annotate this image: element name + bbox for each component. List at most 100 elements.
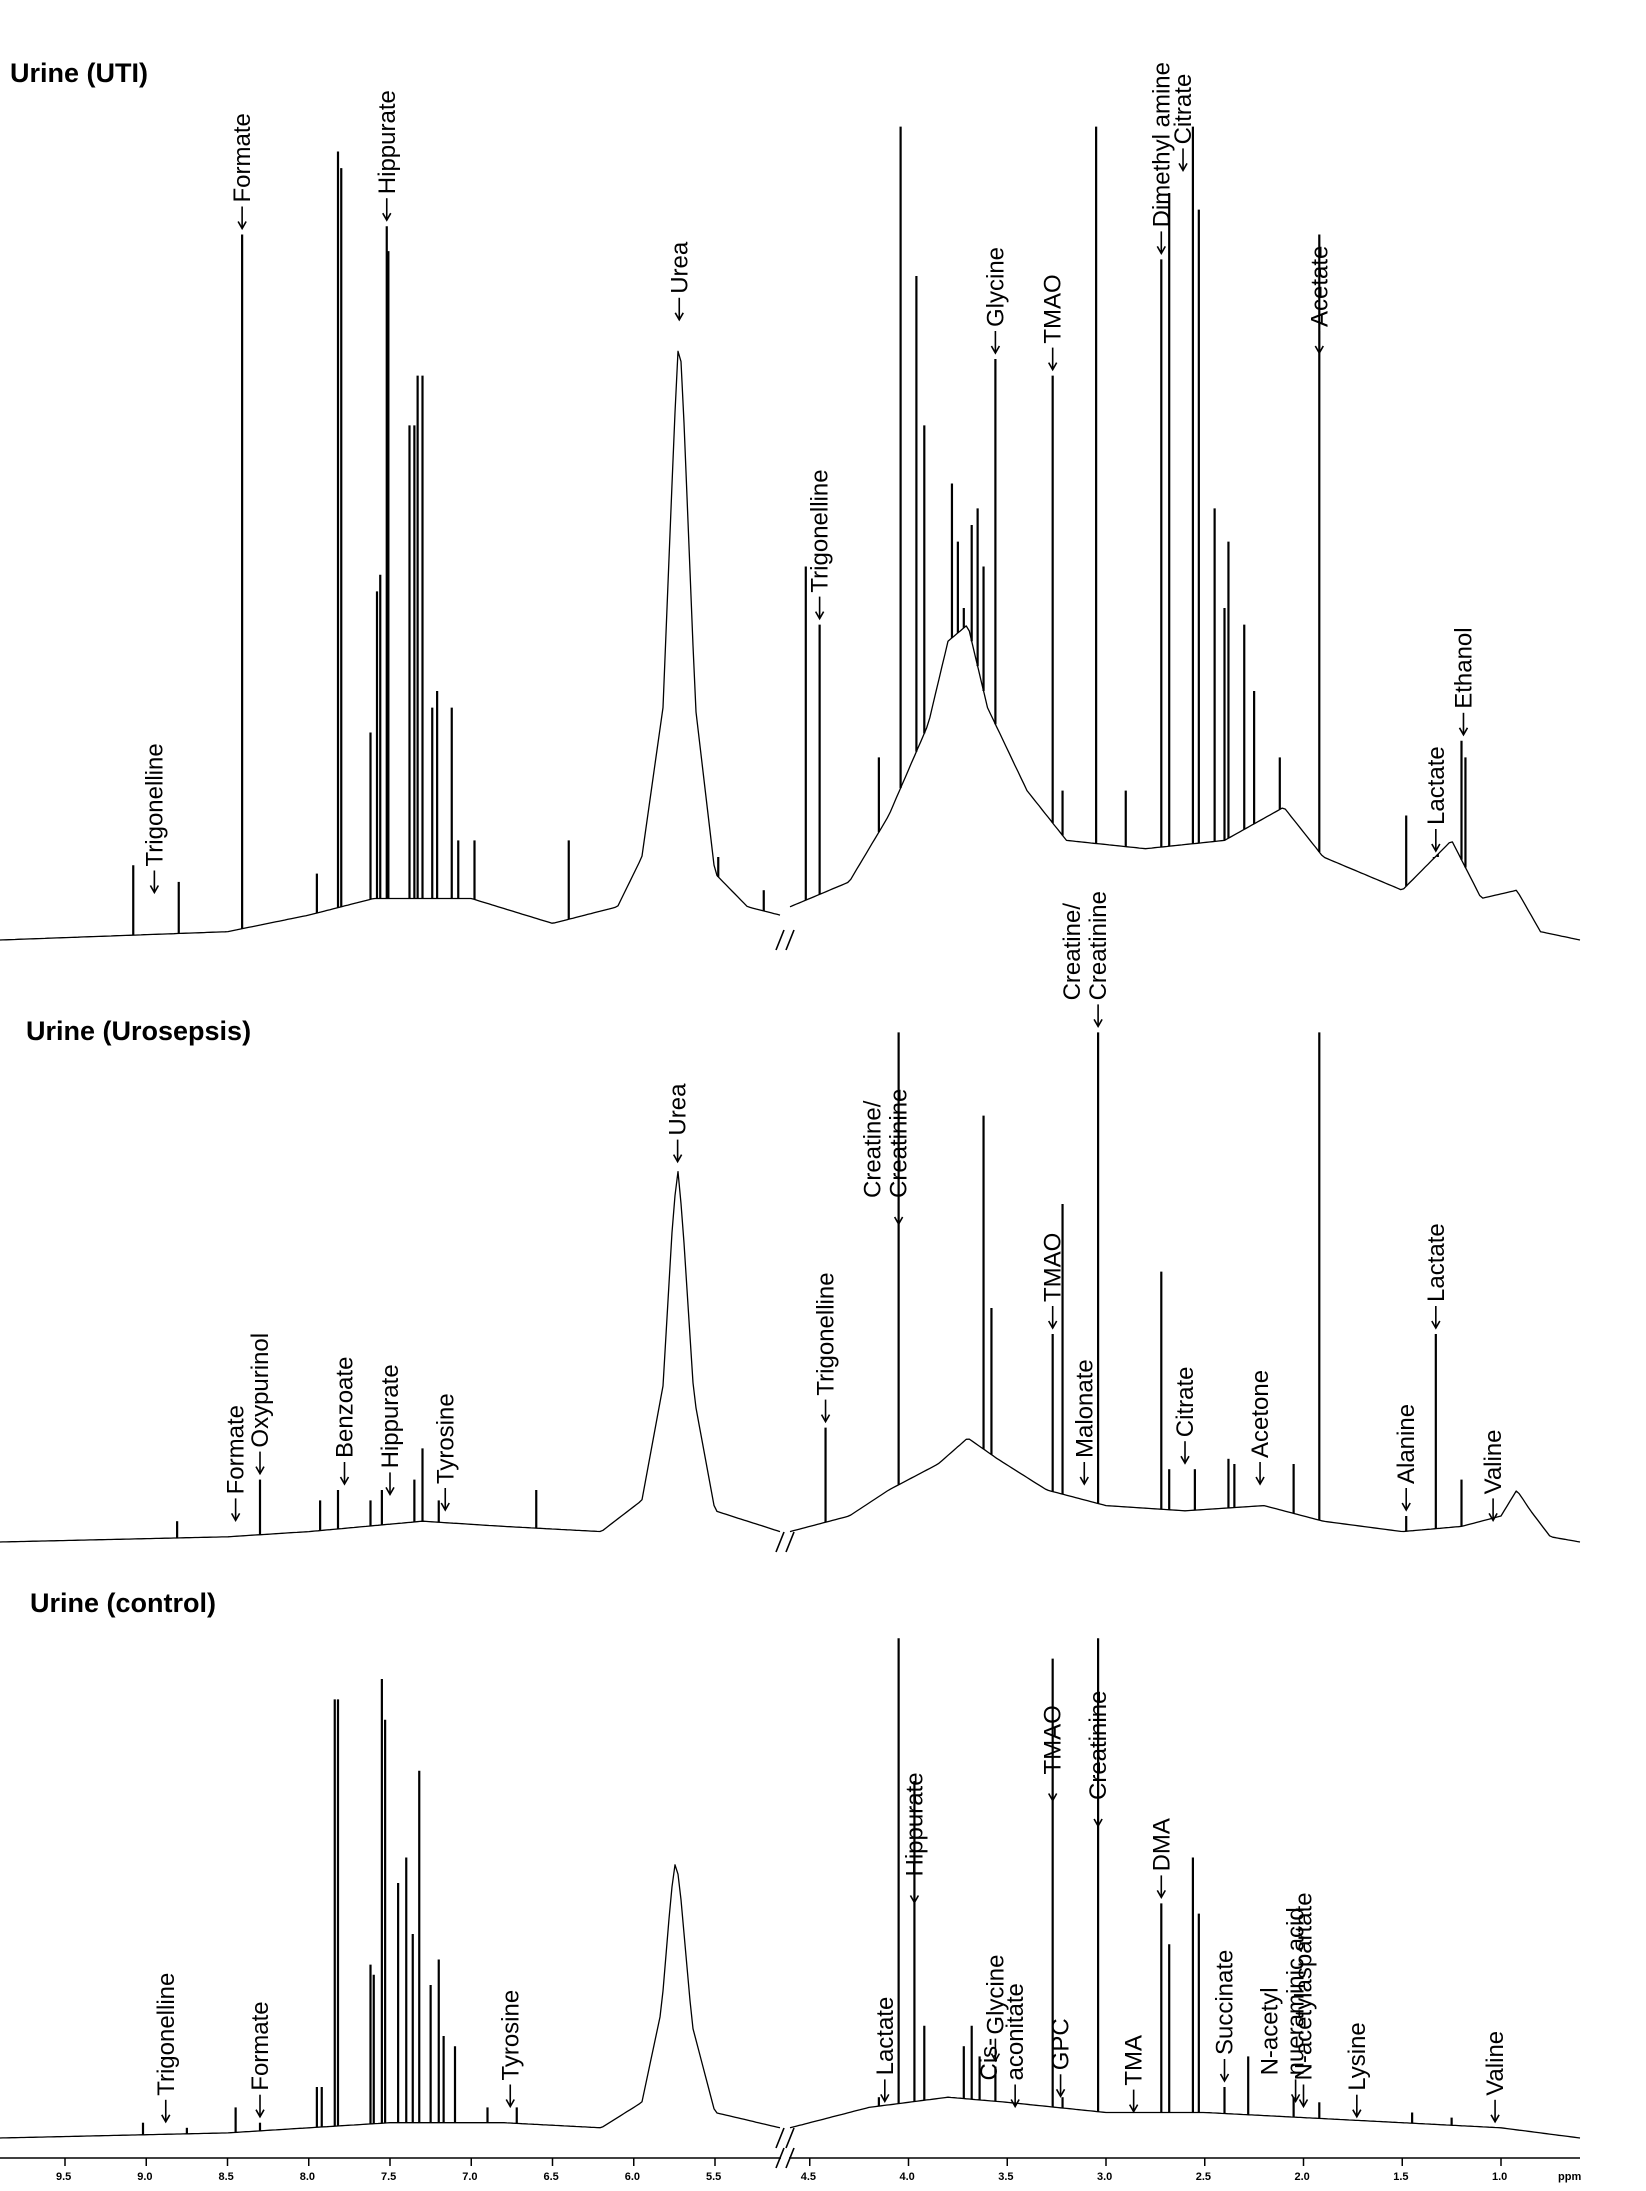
- peak-label: Glycine: [982, 247, 1009, 327]
- peak-label: Acetate: [1306, 246, 1333, 327]
- peak-label: TMAO: [1040, 1233, 1067, 1302]
- peak-label-line: Trigonelline: [813, 1272, 840, 1395]
- panel-title-uti: Urine (UTI): [10, 58, 148, 88]
- peak-label-line: Acetone: [1247, 1370, 1274, 1458]
- peak-label: N-acetylaspartate: [1291, 1892, 1318, 2080]
- peak-label: Valine: [1480, 1429, 1507, 1494]
- axis-tick-label: 1.0: [1492, 2171, 1507, 2183]
- spectrum-trace-segment-2: [789, 2096, 1581, 2139]
- label-arrowhead: [1298, 2099, 1309, 2109]
- axis-tick-label: 7.5: [381, 2171, 396, 2183]
- label-arrowhead: [1352, 2109, 1362, 2119]
- peak-label: TMAO: [1040, 274, 1067, 343]
- label-arrowhead: [909, 1895, 920, 1905]
- axis-break-mark: [785, 1531, 795, 1553]
- peak-label: Alanine: [1393, 1404, 1420, 1484]
- label-arrowhead: [674, 312, 684, 322]
- label-arrowhead: [990, 345, 1001, 355]
- peak-label: Cis-aconitate: [976, 1983, 1029, 2080]
- peak-label-line: TMAO: [1040, 1705, 1067, 1774]
- peak-label-line: Trigonelline: [141, 743, 168, 866]
- peak-label: Valine: [1482, 2031, 1509, 2096]
- peak-label-line: Malonate: [1071, 1359, 1098, 1458]
- peak-label: Trigonelline: [141, 743, 168, 866]
- peak-label: Urea: [666, 241, 693, 294]
- peak-label: Hippurate: [901, 1772, 928, 1876]
- label-arrowhead: [255, 2109, 265, 2119]
- axis-tick-label: 4.5: [801, 2171, 816, 2183]
- peak-label-line: TMAO: [1040, 274, 1067, 343]
- peak-label: Malonate: [1071, 1359, 1098, 1458]
- label-arrowhead: [1431, 1320, 1441, 1330]
- label-arrowhead: [1156, 246, 1166, 256]
- axis-tick-label: 7.0: [462, 2171, 477, 2183]
- peak-label: Hippurate: [377, 1364, 404, 1468]
- peak-label: Lactate: [872, 1997, 899, 2076]
- label-arrowhead: [161, 2114, 171, 2124]
- spectrum-trace-segment-2: [789, 625, 1581, 941]
- axis-tick-label: 1.5: [1393, 2171, 1408, 2183]
- peak-label-line: TMA: [1121, 2035, 1148, 2086]
- peak-label: Formate: [229, 113, 256, 202]
- label-arrowhead: [880, 2094, 890, 2104]
- label-arrowhead: [814, 611, 825, 621]
- axis-break-mark: [785, 2147, 795, 2169]
- label-arrowhead: [1290, 2094, 1301, 2104]
- peak-label: Creatine/Creatinine: [1059, 891, 1112, 1000]
- peak-label-line: Cis-: [976, 2038, 1003, 2081]
- peak-label: Succinate: [1212, 1950, 1239, 2055]
- peak-label-line: Lactate: [1423, 746, 1450, 825]
- label-arrowhead: [1458, 727, 1469, 737]
- panel-title-urosepsis: Urine (Urosepsis): [26, 1016, 251, 1046]
- peak-label-line: Dimethyl amine: [1148, 62, 1175, 227]
- ppm-axis: 9.5 9.0 8.5 8.0 7.5 7.0 6.5 6.0 5.5 4.5 4.0 3.5 3.0 2…: [0, 2147, 1581, 2183]
- label-arrowhead: [382, 212, 392, 222]
- peak-label: Creatinine: [1085, 1691, 1112, 1800]
- peak-label-line: Formate: [229, 113, 256, 202]
- label-arrowhead: [1047, 362, 1058, 372]
- axis-tick-label: 8.5: [219, 2171, 234, 2183]
- label-arrowhead: [255, 1466, 265, 1476]
- peak-label-line: Creatine/: [860, 1100, 887, 1198]
- label-arrowhead: [237, 221, 247, 231]
- peak-label: Tyrosine: [432, 1393, 459, 1484]
- peak-label-line: Ethanol: [1450, 627, 1477, 708]
- peak-label: Hippurate: [374, 90, 401, 194]
- peak-label-line: Succinate: [1212, 1950, 1239, 2055]
- peak-label: Benzoate: [332, 1357, 359, 1458]
- peak-label-line: Lactate: [1423, 1223, 1450, 1302]
- peak-label-line: Formate: [247, 2001, 274, 2090]
- axis-break-mark: [775, 2127, 785, 2149]
- axis-break-gap: [781, 2150, 789, 2166]
- peak-label: Lactate: [1423, 1223, 1450, 1302]
- label-arrowhead: [1093, 1019, 1103, 1029]
- label-arrowhead: [1055, 2088, 1066, 2098]
- spectrum-panel-uti: Urine (UTI) Trigonelline Formate Hippurate…: [0, 58, 1581, 951]
- peak-label: Citrate: [1172, 1367, 1199, 1438]
- peak-label-line: Tyrosine: [497, 1990, 524, 2081]
- peak-label: Dimethyl amine: [1148, 62, 1175, 227]
- axis-tick-label: 5.5: [706, 2171, 721, 2183]
- peak-label-line: nueraminic acid: [1283, 1907, 1310, 2075]
- peak-label-line: TMAO: [1040, 1233, 1067, 1302]
- peak-label-line: Trigonelline: [153, 1973, 180, 2096]
- peak-label-line: Hippurate: [901, 1772, 928, 1876]
- peak-label-line: Creatine/: [1059, 903, 1086, 1001]
- label-arrowhead: [990, 2053, 1001, 2063]
- peak-label-line: Urea: [666, 241, 693, 294]
- axis-break-mark: [785, 929, 795, 951]
- peak-label-line: Hippurate: [374, 90, 401, 194]
- label-arrowhead: [505, 2099, 515, 2109]
- label-arrowhead: [1047, 1793, 1058, 1803]
- label-arrowhead: [440, 1502, 450, 1512]
- peak-label-line: Valine: [1482, 2031, 1509, 2096]
- peak-label: TMAO: [1040, 1705, 1067, 1774]
- axis-tick-label: 4.0: [900, 2171, 915, 2183]
- peak-label: Glycine: [982, 1955, 1009, 2035]
- label-arrowhead: [1314, 345, 1324, 355]
- label-arrowhead: [1490, 2114, 1500, 2124]
- axis-tick-label: 2.5: [1196, 2171, 1211, 2183]
- axis-tick-label: 9.0: [137, 2171, 152, 2183]
- peak-label-line: Creatinine: [1085, 891, 1112, 1000]
